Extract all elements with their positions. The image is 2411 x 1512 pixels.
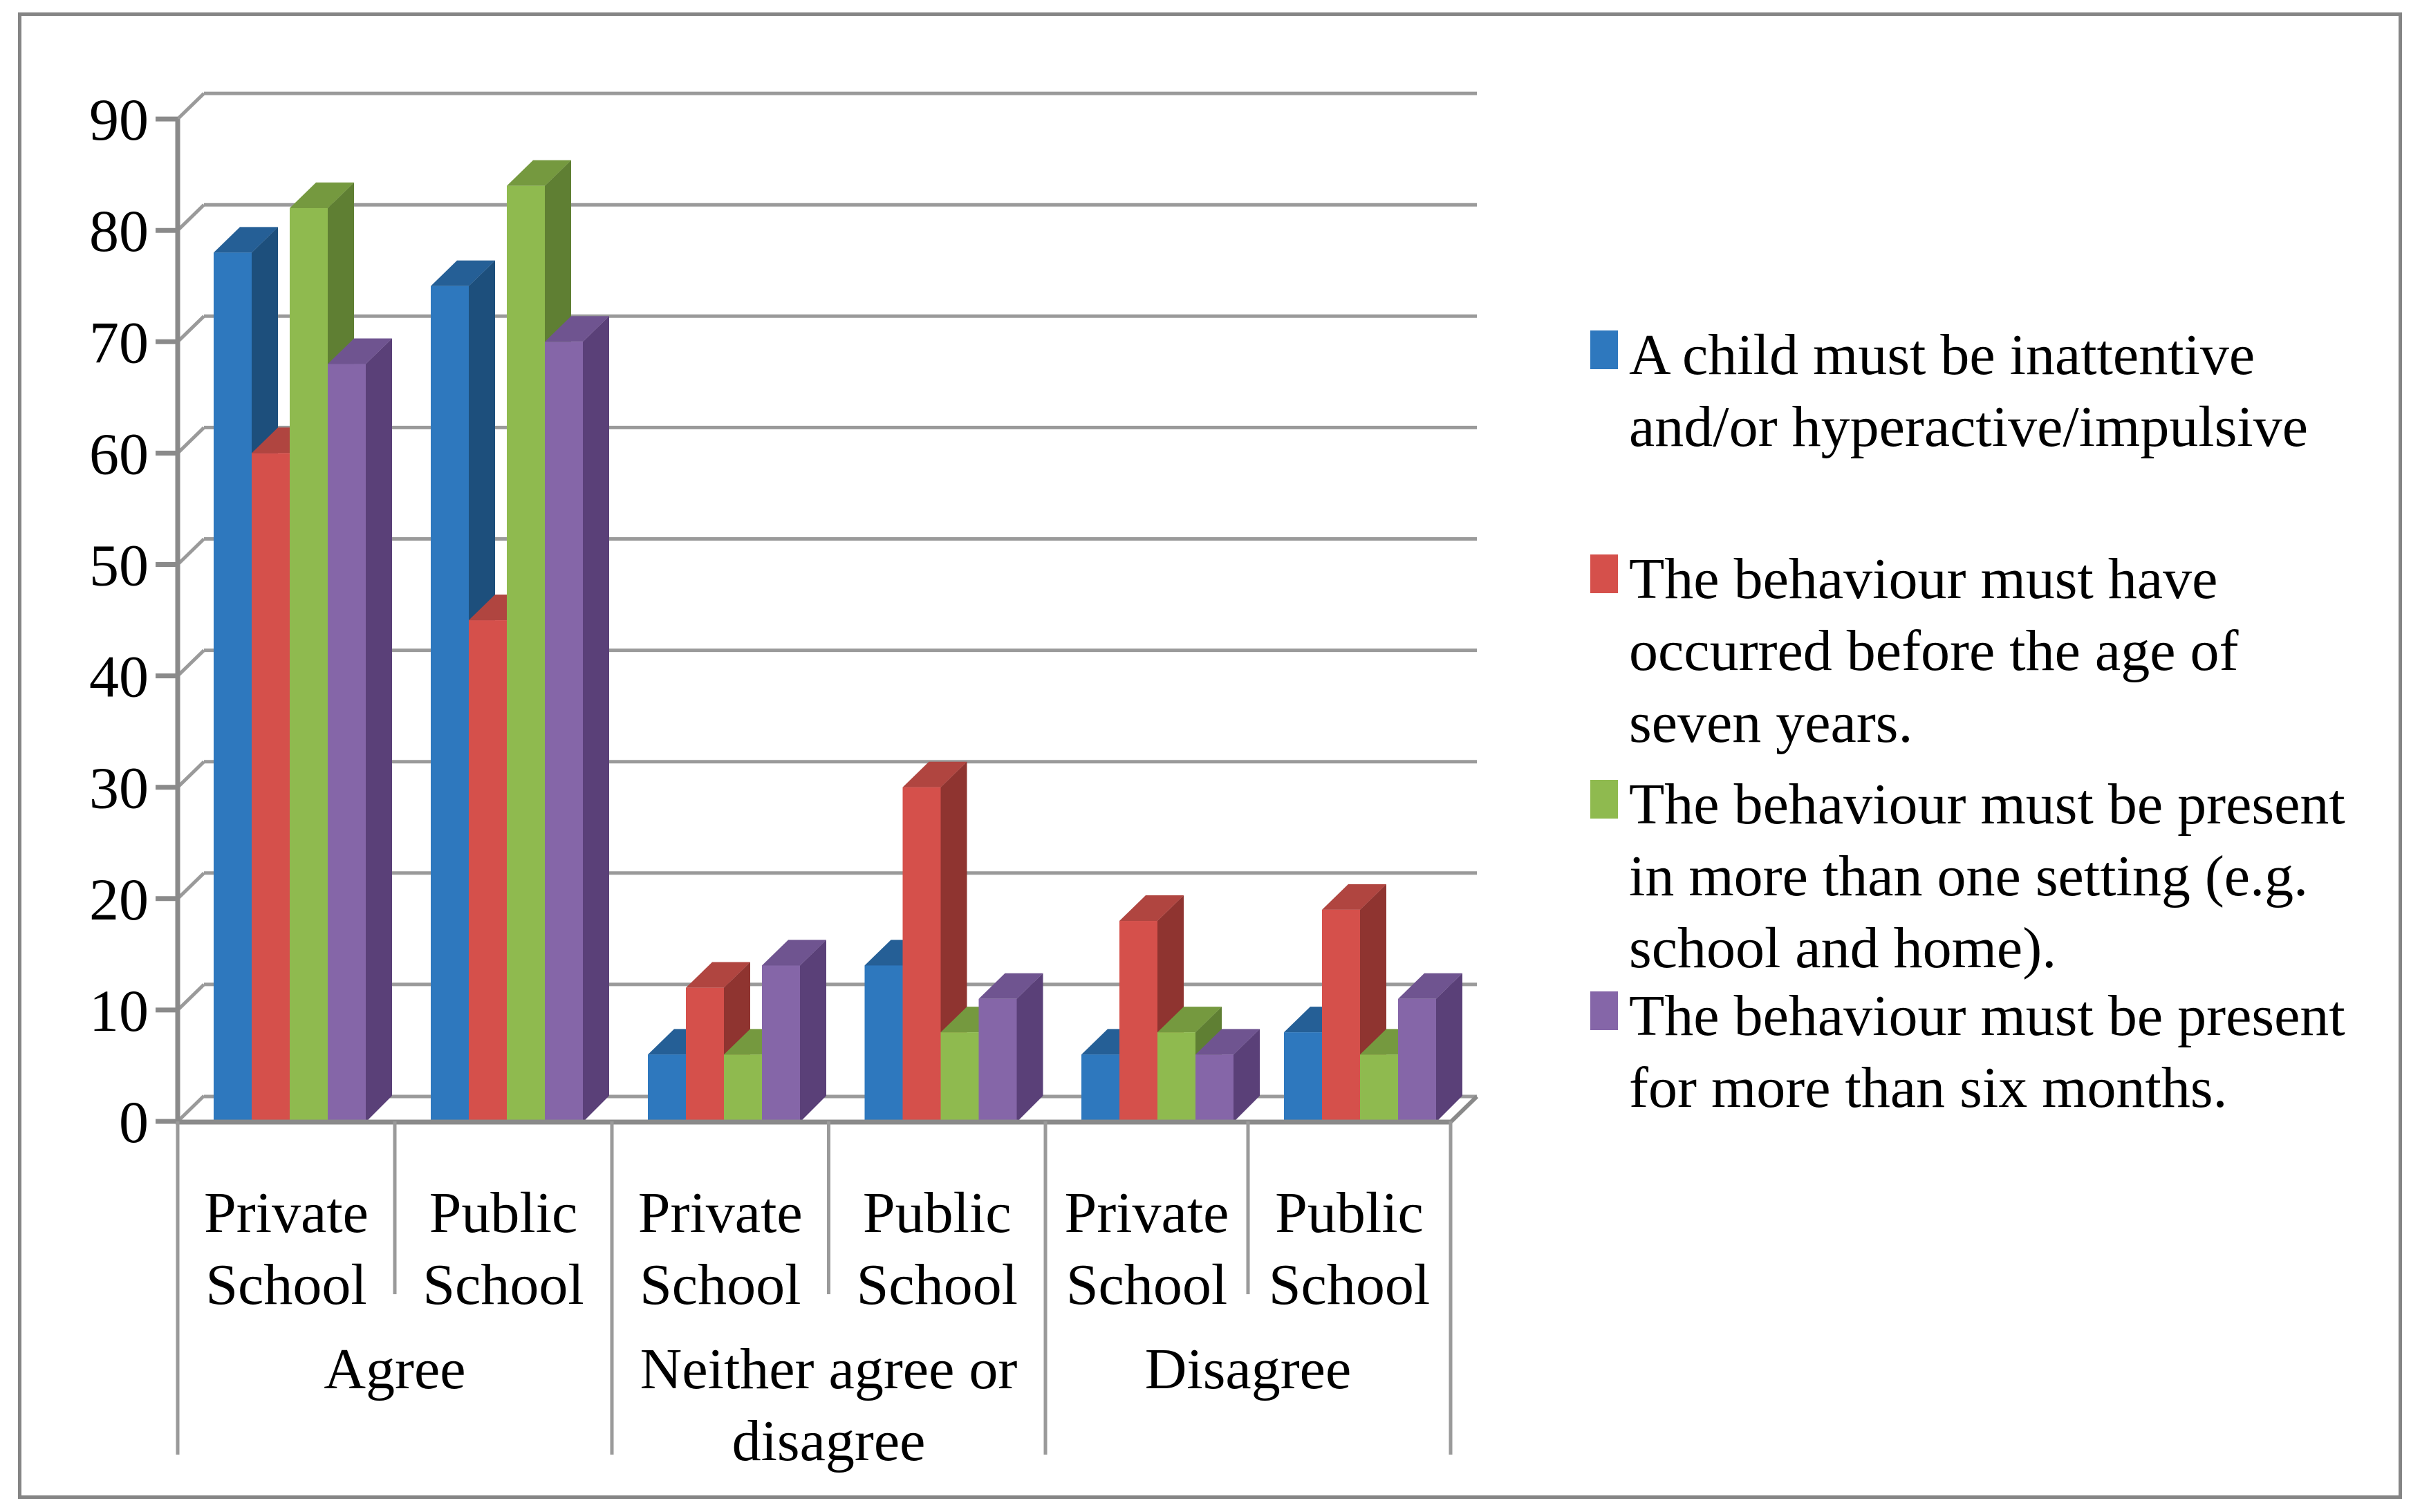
y-tick-label-0: 0 — [119, 1089, 149, 1155]
group-label: disagree — [732, 1409, 926, 1473]
bar-series4-cat3 — [762, 940, 826, 1122]
legend-label-series2: The behaviour must have occurred before … — [1629, 547, 2239, 755]
bars — [214, 160, 1462, 1123]
category-axis — [176, 1121, 1453, 1455]
y-axis-labels: 0 10 20 30 40 50 60 70 80 90 — [89, 86, 149, 1155]
bar-series4-cat1 — [328, 338, 392, 1122]
category-label: Public — [863, 1181, 1012, 1245]
category-label: School — [640, 1253, 801, 1317]
category-label: School — [205, 1253, 366, 1317]
bar-cluster-Disagree / Private School — [1081, 895, 1260, 1122]
value-axis — [175, 119, 1451, 1125]
y-tick-label-80: 80 — [89, 198, 149, 264]
legend-swatch-series1 — [1590, 330, 1618, 369]
y-tick-label-40: 40 — [89, 644, 149, 710]
bar-series4-cat2 — [545, 316, 609, 1122]
legend-swatch-series4 — [1590, 991, 1618, 1030]
category-label: Private — [1065, 1181, 1229, 1245]
gridlines — [176, 91, 1477, 1123]
bar-cluster-Agree / Public School — [431, 160, 609, 1122]
category-label: School — [422, 1253, 584, 1317]
group-label: Agree — [324, 1337, 465, 1401]
y-tick-label-60: 60 — [89, 420, 149, 487]
category-label: Private — [204, 1181, 369, 1245]
legend-swatch-series2 — [1590, 554, 1618, 593]
bar-cluster-Neither agree or disagree / Private School — [648, 940, 826, 1122]
bar-cluster-Disagree / Public School — [1284, 884, 1462, 1122]
group-label: Neither agree or — [640, 1337, 1018, 1401]
legend-label-series3: The behaviour must be present in more th… — [1629, 772, 2345, 980]
legend-item: The behaviour must have occurred before … — [1590, 543, 2369, 759]
legend-item: The behaviour must be present for more t… — [1590, 980, 2369, 1124]
category-label: Public — [429, 1181, 578, 1245]
y-tick-label-70: 70 — [89, 309, 149, 375]
school-labels: Private School Public School Private School Pu… — [204, 1181, 1430, 1317]
legend-item: The behaviour must be present in more th… — [1590, 769, 2369, 984]
bar-cluster-Agree / Private School — [214, 182, 392, 1123]
bar-cluster-Neither agree or disagree / Public School — [864, 761, 1043, 1122]
y-tick-label-20: 20 — [89, 866, 149, 933]
category-label: School — [1269, 1253, 1430, 1317]
legend-swatch-series3 — [1590, 780, 1618, 819]
category-label: Public — [1275, 1181, 1424, 1245]
y-tick-label-50: 50 — [89, 532, 149, 599]
legend-item: A child must be inattentive and/or hyper… — [1590, 319, 2369, 463]
chart-frame — [18, 12, 2402, 1499]
y-tick-label-90: 90 — [89, 86, 149, 153]
category-label: School — [1066, 1253, 1227, 1317]
category-label: School — [857, 1253, 1018, 1317]
y-axis-ticks — [156, 116, 178, 1124]
chart-floor — [204, 1094, 1479, 1124]
bar-series4-cat4 — [978, 973, 1043, 1122]
category-label: Private — [638, 1181, 803, 1245]
group-label: Disagree — [1145, 1337, 1352, 1401]
group-labels: Agree Neither agree or disagree Disagree — [324, 1337, 1351, 1473]
legend-label-series1: A child must be inattentive and/or hyper… — [1629, 323, 2309, 459]
bar-series4-cat6 — [1398, 973, 1462, 1122]
bar-series4-cat5 — [1195, 1029, 1260, 1122]
y-tick-label-10: 10 — [89, 978, 149, 1044]
legend-label-series4: The behaviour must be present for more t… — [1629, 984, 2345, 1120]
y-tick-label-30: 30 — [89, 755, 149, 821]
